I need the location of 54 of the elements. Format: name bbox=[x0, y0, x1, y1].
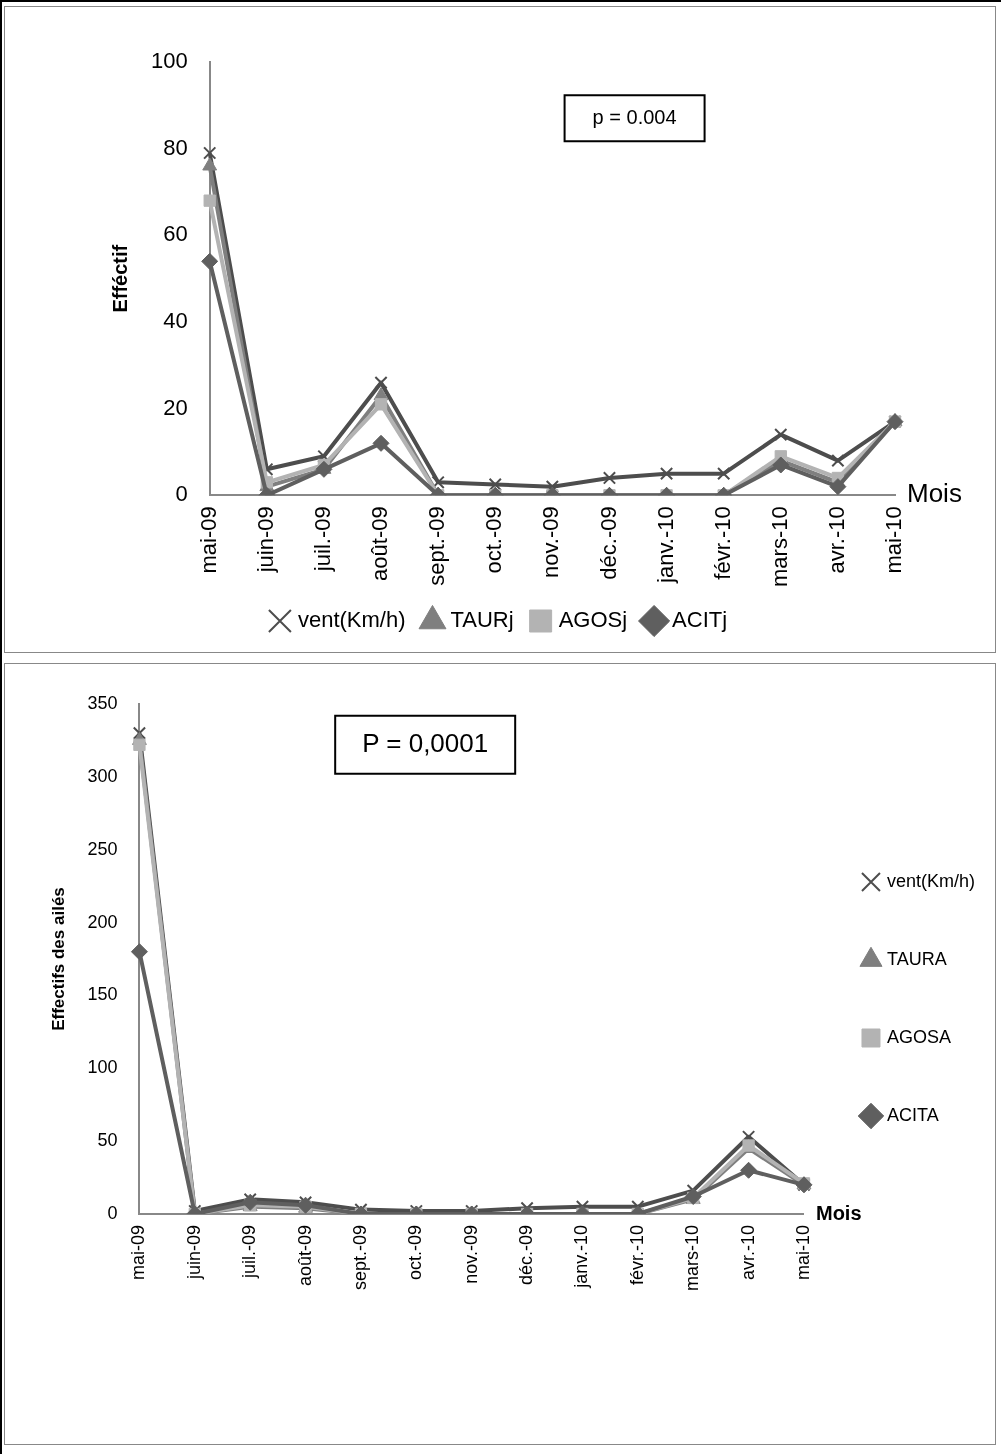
x-tick-label: nov.-09 bbox=[460, 1224, 481, 1284]
y-tick-label: 150 bbox=[87, 984, 118, 1005]
legend-label: ACITA bbox=[886, 1104, 939, 1125]
annotation: P = 0,0001 bbox=[362, 727, 489, 758]
y-tick-label: 300 bbox=[87, 765, 118, 786]
y-tick-label: 250 bbox=[87, 838, 118, 859]
legend-label: TAURj bbox=[450, 607, 514, 633]
x-tick-label: mai-09 bbox=[128, 1224, 149, 1281]
x-tick-label: oct.-09 bbox=[405, 1224, 426, 1281]
x-tick-label: mars-10 bbox=[766, 506, 792, 587]
x-tick-label: oct.-09 bbox=[481, 506, 507, 574]
x-tick-label: juin-09 bbox=[183, 1224, 204, 1281]
x-tick-label: sept.-09 bbox=[349, 1224, 370, 1291]
x-tick-label: déc.-09 bbox=[516, 1224, 537, 1286]
x-tick-label: janv.-10 bbox=[652, 506, 678, 584]
x-tick-label: mars-10 bbox=[682, 1224, 703, 1291]
y-tick-label: 200 bbox=[87, 911, 118, 932]
y-tick-label: 0 bbox=[175, 481, 188, 507]
y-tick-label: 60 bbox=[163, 221, 188, 247]
x-tick-label: juin-09 bbox=[252, 506, 278, 574]
x-axis-title: Mois bbox=[907, 478, 962, 509]
legend-label: vent(Km/h) bbox=[886, 870, 976, 891]
y-tick-label: 350 bbox=[87, 692, 118, 713]
y-tick-label: 50 bbox=[97, 1130, 118, 1151]
x-tick-label: juil.-09 bbox=[239, 1224, 260, 1280]
y-axis-title: Efféctif bbox=[108, 244, 131, 313]
y-axis-title: Effectifs des ailés bbox=[48, 887, 68, 1031]
x-tick-label: juil.-09 bbox=[309, 506, 335, 573]
y-tick-label: 80 bbox=[163, 134, 188, 160]
x-axis-title: Mois bbox=[815, 1201, 862, 1224]
legend-label: vent(Km/h) bbox=[297, 607, 406, 633]
x-tick-label: août-09 bbox=[294, 1224, 315, 1287]
x-tick-label: févr.-10 bbox=[626, 1224, 647, 1286]
y-tick-label: 20 bbox=[163, 394, 188, 420]
legend-label: TAURA bbox=[886, 948, 947, 969]
x-tick-label: mai-09 bbox=[195, 506, 221, 574]
x-tick-label: déc.-09 bbox=[595, 506, 621, 580]
x-tick-label: févr.-10 bbox=[709, 506, 735, 580]
x-tick-label: mai-10 bbox=[792, 1224, 813, 1281]
x-tick-label: sept.-09 bbox=[424, 506, 450, 586]
legend-label: ACITj bbox=[672, 607, 728, 633]
legend-label: AGOSA bbox=[886, 1026, 952, 1047]
x-tick-label: janv.-10 bbox=[571, 1224, 592, 1289]
x-tick-label: août-09 bbox=[367, 506, 393, 581]
x-tick-label: nov.-09 bbox=[538, 506, 564, 579]
y-tick-label: 40 bbox=[163, 308, 188, 334]
legend-label: AGOSj bbox=[558, 607, 628, 633]
x-tick-label: avr.-10 bbox=[737, 1224, 758, 1281]
y-tick-label: 0 bbox=[107, 1202, 118, 1223]
x-tick-label: avr.-10 bbox=[823, 506, 849, 574]
x-tick-label: mai-10 bbox=[881, 506, 907, 574]
y-tick-label: 100 bbox=[150, 48, 188, 74]
y-tick-label: 100 bbox=[87, 1057, 118, 1078]
annotation: p = 0.004 bbox=[592, 105, 677, 128]
